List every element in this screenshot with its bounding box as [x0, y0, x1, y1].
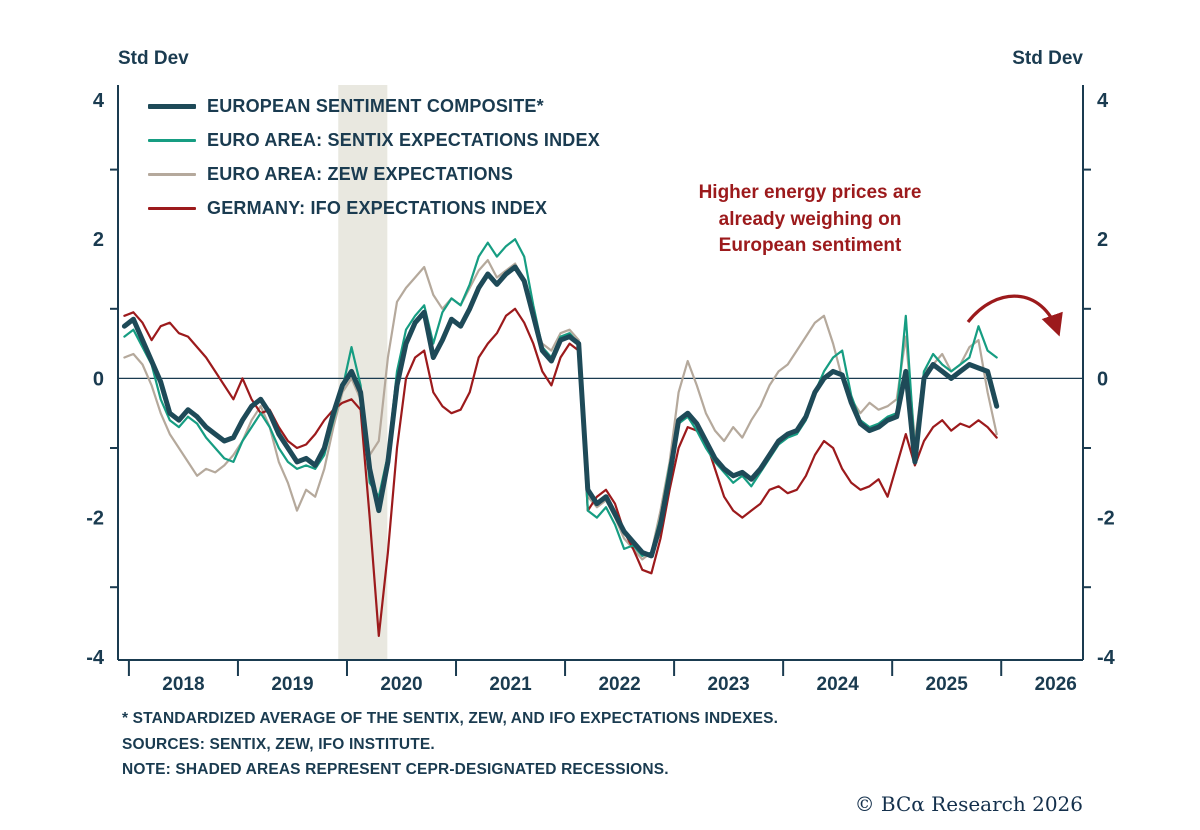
x-year-label: 2019 — [271, 674, 313, 695]
legend-line-swatch — [148, 206, 196, 210]
legend-item: EUROPEAN SENTIMENT COMPOSITE* — [148, 94, 600, 118]
y-tick-label-left: 2 — [93, 229, 104, 251]
y-axis-unit-left: Std Dev — [118, 48, 189, 69]
x-year-label: 2018 — [162, 674, 204, 695]
y-tick-label-right: -2 — [1097, 508, 1115, 530]
x-year-label: 2025 — [926, 674, 969, 695]
legend-item: GERMANY: IFO EXPECTATIONS INDEX — [148, 196, 600, 220]
legend: EUROPEAN SENTIMENT COMPOSITE* EURO AREA:… — [148, 94, 600, 220]
legend-label: EUROPEAN SENTIMENT COMPOSITE* — [207, 95, 544, 116]
legend-label: GERMANY: IFO EXPECTATIONS INDEX — [207, 197, 548, 218]
y-tick-label-right: 0 — [1097, 368, 1108, 390]
legend-line-swatch — [148, 103, 196, 109]
footnote-line: SOURCES: SENTIX, ZEW, IFO INSTITUTE. — [122, 735, 435, 753]
legend-line-swatch — [148, 138, 196, 142]
y-tick-label-left: -2 — [86, 508, 104, 530]
legend-item: EURO AREA: SENTIX EXPECTATIONS INDEX — [148, 128, 600, 152]
series-line-3 — [123, 307, 998, 638]
legend-label: EURO AREA: ZEW EXPECTATIONS — [207, 163, 514, 184]
y-tick-label-right: 2 — [1097, 229, 1108, 251]
x-year-label: 2026 — [1035, 674, 1077, 695]
y-tick-label-left: 4 — [93, 90, 105, 112]
y-axis-unit-right: Std Dev — [1012, 48, 1083, 69]
series-line-1 — [123, 238, 998, 558]
y-tick-label-right: 4 — [1097, 90, 1109, 112]
series-line-2 — [123, 259, 998, 561]
series-line-0 — [121, 264, 1000, 559]
copyright: © BCα Research 2026 — [854, 792, 1083, 816]
footnotes: * STANDARDIZED AVERAGE OF THE SENTIX, ZE… — [122, 706, 778, 783]
x-year-label: 2023 — [707, 674, 749, 695]
trend-arrow — [966, 294, 1063, 337]
series-group — [121, 238, 1000, 638]
y-tick-label-left: -4 — [86, 647, 105, 669]
legend-line-swatch — [148, 172, 196, 176]
annotation-text: Higher energy prices are already weighin… — [698, 182, 922, 257]
footnote-line: * STANDARDIZED AVERAGE OF THE SENTIX, ZE… — [122, 710, 779, 727]
x-year-label: 2024 — [817, 674, 860, 695]
legend-item: EURO AREA: ZEW EXPECTATIONS — [148, 162, 600, 186]
footnote-line: NOTE: SHADED AREAS REPRESENT CEPR-DESIGN… — [122, 761, 669, 779]
y-tick-label-left: 0 — [93, 368, 104, 390]
x-year-label: 2022 — [598, 674, 640, 695]
x-year-label: 2020 — [380, 674, 422, 695]
legend-label: EURO AREA: SENTIX EXPECTATIONS INDEX — [207, 129, 600, 150]
x-year-label: 2021 — [489, 674, 532, 695]
y-tick-label-right: -4 — [1097, 647, 1116, 669]
